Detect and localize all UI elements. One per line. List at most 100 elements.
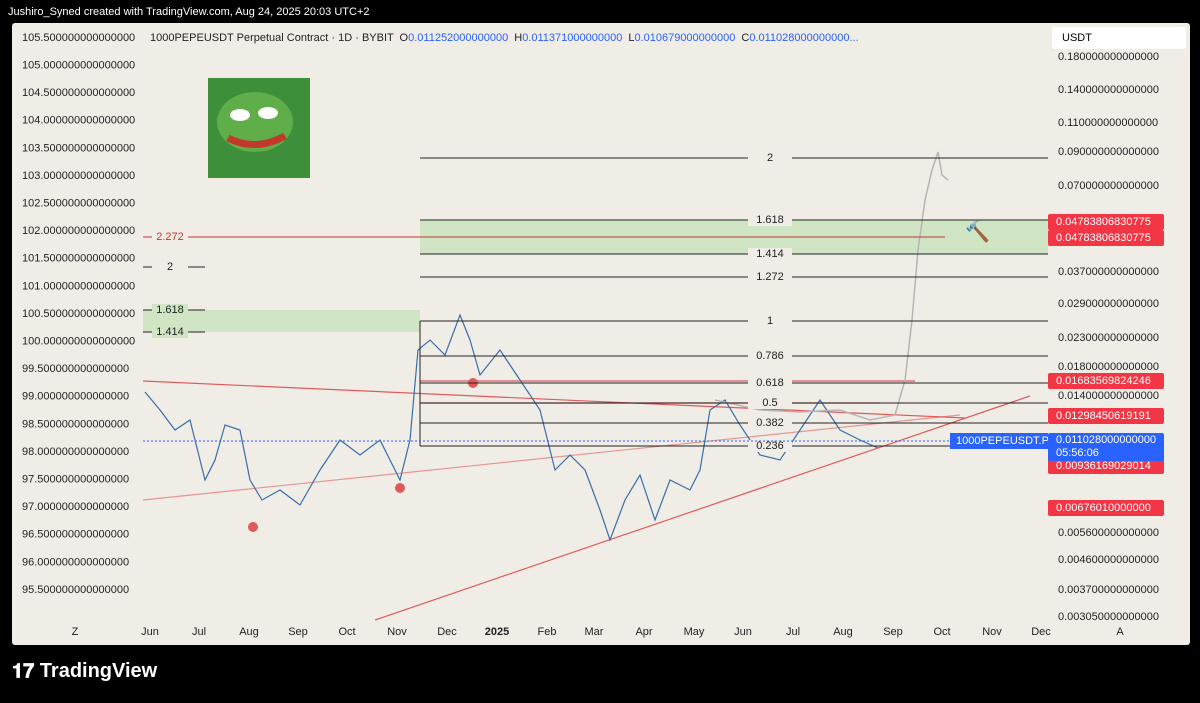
marker — [395, 483, 405, 493]
left-fib-label-bg — [152, 326, 188, 338]
time-axis-label: Jun — [141, 626, 159, 638]
price-tag-label: 0.01683569824246 — [1056, 375, 1151, 387]
time-axis-label: Jul — [786, 626, 800, 638]
fib-label: 0.618 — [756, 377, 784, 389]
time-axis-label: Mar — [585, 626, 604, 638]
right-axis-label: 0.005600000000000 — [1058, 527, 1159, 539]
symbol-price-tag — [1048, 433, 1164, 461]
fib-label: 1.414 — [756, 248, 784, 260]
price-tag — [1048, 214, 1164, 230]
left-fib-label-bg — [152, 261, 188, 273]
countdown: 05:56:06 — [1056, 447, 1099, 459]
left-axis-label: 102.500000000000000 — [22, 198, 135, 210]
right-axis-label: 0.004600000000000 — [1058, 554, 1159, 566]
left-fib-label-bg — [152, 231, 188, 243]
left-fib-label: 1.618 — [156, 304, 184, 316]
left-fib-label: 1.414 — [156, 326, 184, 338]
right-axis-label: 0.180000000000000 — [1058, 51, 1159, 63]
fib-label-bg — [748, 397, 792, 409]
fib-label: 0.236 — [756, 440, 784, 452]
time-axis-label: A — [1116, 626, 1124, 638]
fib-label-bg — [748, 315, 792, 327]
time-axis-label: Oct — [933, 626, 950, 638]
legend-item: 1000PEPEUSDT Perpetual Contract · 1D · B… — [150, 32, 394, 44]
price-tag — [1048, 408, 1164, 424]
fib-label: 1.618 — [756, 214, 784, 226]
price-tag — [1048, 458, 1164, 474]
legend-item: C — [741, 32, 749, 44]
time-axis-label: Sep — [288, 626, 308, 638]
legend-item: L — [628, 32, 634, 44]
time-axis-label: Dec — [437, 626, 457, 638]
left-zone — [143, 310, 420, 332]
fib-label: 0.786 — [756, 350, 784, 362]
price-path — [144, 313, 879, 542]
time-axis-label: Jun — [734, 626, 752, 638]
symbol-name: 1000PEPEUSDT.P — [956, 435, 1049, 447]
left-axis-label: 101.500000000000000 — [22, 253, 135, 265]
right-axis-label: 0.140000000000000 — [1058, 84, 1159, 96]
price-tag-label: 0.00936169029014 — [1056, 460, 1151, 472]
price-tag-label: 0.01298450619191 — [1056, 410, 1151, 422]
left-axis-label: 103.000000000000000 — [22, 170, 135, 182]
projection — [714, 151, 949, 421]
left-fib-label: 2 — [167, 261, 173, 273]
fib-label-bg — [748, 152, 792, 164]
currency-box — [1052, 27, 1186, 49]
time-axis-label: Aug — [239, 626, 259, 638]
right-axis-label: 0.014000000000000 — [1058, 390, 1159, 402]
left-axis-label: 95.500000000000000 — [22, 584, 129, 596]
chart-panel — [12, 23, 1190, 645]
legend-item: 0.011371000000000 — [522, 32, 622, 44]
left-axis-label: 104.500000000000000 — [22, 87, 135, 99]
marker — [248, 522, 258, 532]
left-axis-label: 99.500000000000000 — [22, 363, 129, 375]
footer: TradingView — [40, 660, 158, 682]
time-axis-label: Oct — [338, 626, 355, 638]
left-fib-label-bg — [152, 304, 188, 316]
left-fib-label: 2.272 — [156, 231, 184, 243]
legend-text: 1000PEPEUSDT Perpetual Contract · 1D · B… — [150, 32, 859, 44]
fib-label-bg — [748, 440, 792, 452]
fib-label: 0.382 — [756, 417, 784, 429]
left-axis-label: 96.000000000000000 — [22, 556, 129, 568]
left-axis-label: 98.500000000000000 — [22, 418, 129, 430]
left-axis-label: 103.500000000000000 — [22, 142, 135, 154]
left-axis-label: 97.500000000000000 — [22, 474, 129, 486]
time-axis-label: Dec — [1031, 626, 1051, 638]
left-axis-label: 105.500000000000000 — [22, 32, 135, 44]
logo: 𝟏𝟕 TradingView — [12, 660, 158, 682]
fib-label-bg — [748, 350, 792, 362]
time-axis-label: Apr — [635, 626, 652, 638]
time-axis-label: May — [684, 626, 705, 638]
right-axis-label: 0.029000000000000 — [1058, 298, 1159, 310]
fib-label-bg — [748, 417, 792, 429]
fib-label: 2 — [767, 152, 773, 164]
price-tag-label: 0.00676010000000 — [1056, 502, 1151, 514]
left-axis-label: 98.000000000000000 — [22, 446, 129, 458]
right-axis-label: 0.037000000000000 — [1058, 266, 1159, 278]
price-tag — [1048, 500, 1164, 516]
left-axis-label: 96.500000000000000 — [22, 529, 129, 541]
fib-label-bg — [748, 271, 792, 283]
right-axis-label: 0.023000000000000 — [1058, 332, 1159, 344]
price-tag-label: 0.04783806830775 — [1056, 232, 1151, 244]
time-axis-label: Nov — [982, 626, 1002, 638]
legend-item: 0.011252000000000 — [408, 32, 508, 44]
credit: Jushiro_Syned created with TradingView.c… — [8, 6, 370, 18]
time-axis-label: Sep — [883, 626, 903, 638]
right-axis-label: 0.003700000000000 — [1058, 584, 1159, 596]
fib-label-bg — [748, 377, 792, 389]
left-axis-label: 97.000000000000000 — [22, 501, 129, 513]
time-axis-label: 2025 — [485, 626, 509, 638]
fib-label: 1.272 — [756, 271, 784, 283]
fib-label: 0.5 — [762, 397, 777, 409]
time-axis-label: Aug — [833, 626, 853, 638]
right-axis-label: 0.090000000000000 — [1058, 146, 1159, 158]
right-axis-label: 0.110000000000000 — [1058, 117, 1158, 129]
legend-item: 0.010679000000000 — [634, 32, 735, 44]
symbol-tag — [950, 433, 1048, 449]
left-axis-label: 100.000000000000000 — [22, 336, 135, 348]
left-axis-label: 100.500000000000000 — [22, 308, 135, 320]
